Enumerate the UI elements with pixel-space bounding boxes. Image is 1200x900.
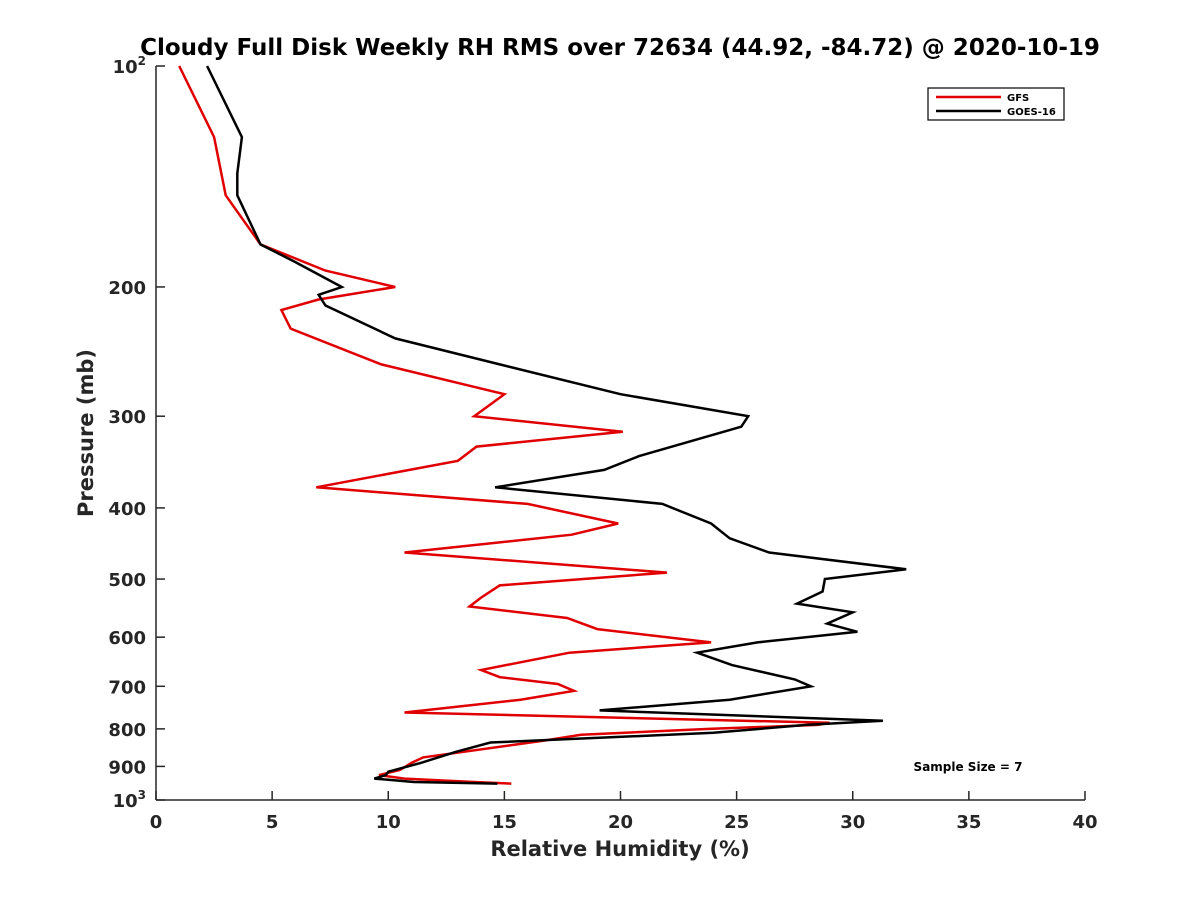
x-axis-label: Relative Humidity (%) [490, 837, 749, 861]
y-tick-label: 102 [113, 54, 146, 78]
x-tick-label: 10 [376, 812, 401, 833]
y-tick-label: 200 [108, 278, 146, 299]
y-tick-base: 10 [113, 791, 138, 812]
y-tick-exponent: 2 [138, 54, 146, 68]
y-tick-label: 600 [108, 628, 146, 649]
legend-box [927, 87, 1065, 121]
x-tick-label: 5 [266, 812, 279, 833]
y-tick-label: 400 [108, 499, 146, 520]
x-tick-label: 35 [956, 812, 981, 833]
y-tick-label: 900 [108, 757, 146, 778]
chart-title: Cloudy Full Disk Weekly RH RMS over 7263… [140, 35, 1100, 61]
y-axis-label: Pressure (mb) [74, 349, 98, 517]
y-tick-label: 300 [108, 407, 146, 428]
x-tick-label: 15 [492, 812, 517, 833]
x-tick-label: 0 [150, 812, 163, 833]
x-tick-label: 20 [608, 812, 633, 833]
y-tick-label: 800 [108, 720, 146, 741]
y-tick-label: 103 [113, 788, 146, 812]
series-line-gfs [178, 65, 830, 785]
y-tick-exponent: 3 [138, 788, 146, 802]
y-tick-base: 10 [113, 57, 138, 78]
legend: GFS GOES-16 [927, 87, 1065, 121]
data-series [178, 65, 907, 785]
x-tick-label: 40 [1072, 812, 1097, 833]
x-tick-label: 25 [724, 812, 749, 833]
y-tick-label: 500 [108, 570, 146, 591]
x-ticks: 0 5 10 15 20 25 30 35 40 [150, 791, 1098, 833]
legend-label: GOES-16 [1007, 107, 1056, 118]
x-tick-label: 30 [840, 812, 865, 833]
series-line-goes-16 [205, 65, 907, 785]
y-tick-label: 700 [108, 677, 146, 698]
sample-size-annotation: Sample Size = 7 [914, 760, 1023, 774]
legend-label: GFS [1007, 93, 1029, 104]
